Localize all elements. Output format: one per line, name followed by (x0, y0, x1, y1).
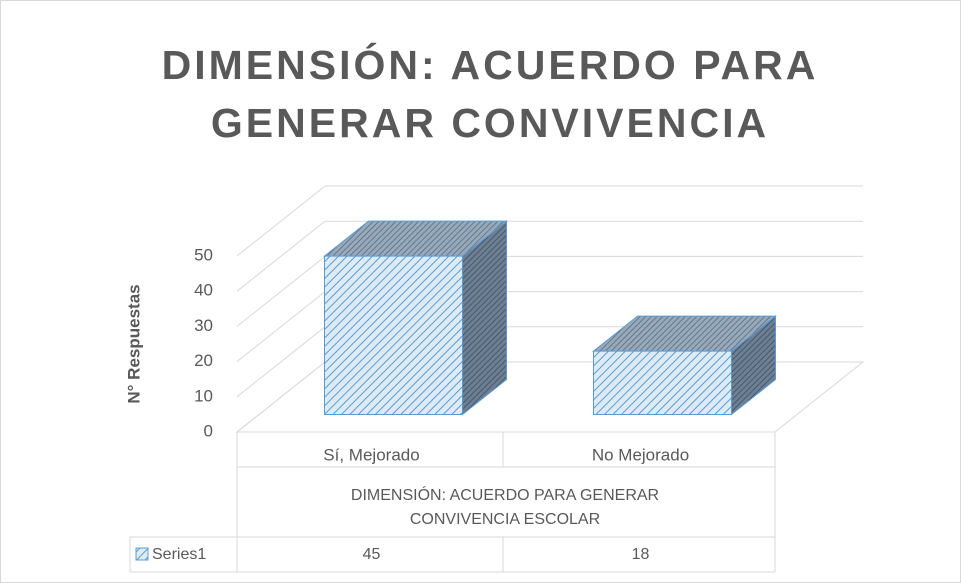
grid-line (236, 291, 326, 362)
y-axis-label: N° Respuestas (124, 284, 143, 403)
y-tick-label: 50 (194, 245, 213, 264)
x-tick-label: Sí, Mejorado (323, 445, 419, 464)
legend-key (135, 547, 149, 561)
x-axis-label: DIMENSIÓN: ACUERDO PARA GENERAR CONVIVEN… (350, 487, 660, 528)
bar (324, 255, 463, 415)
x-tick-label: No Mejorado (592, 445, 689, 464)
y-tick-label: 40 (194, 281, 213, 300)
y-tick-label: 20 (194, 351, 213, 370)
y-tick-label: 30 (194, 316, 213, 335)
data-table (129, 432, 776, 573)
grid-line (236, 256, 326, 327)
table-value: 18 (632, 546, 650, 563)
legend-label: Series1 (152, 546, 206, 563)
bar (593, 350, 732, 415)
grid-line (236, 326, 326, 398)
grid-line (236, 220, 326, 292)
chart-title: DIMENSIÓN: ACUERDO PARA GENERAR CONVIVEN… (161, 42, 819, 146)
grid-line (236, 185, 326, 257)
y-tick-label: 10 (194, 386, 213, 405)
y-tick-label: 0 (204, 421, 213, 440)
table-value: 45 (363, 546, 381, 563)
grid-line (236, 361, 326, 433)
